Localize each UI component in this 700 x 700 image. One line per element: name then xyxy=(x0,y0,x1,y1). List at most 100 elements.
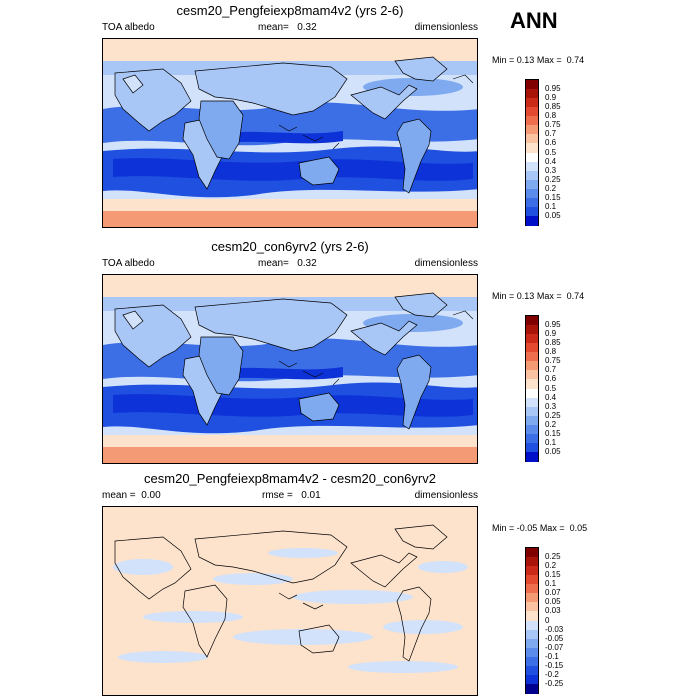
colorbar-tick-label: 0.9 xyxy=(545,329,557,339)
colorbar-swatch xyxy=(526,98,538,108)
colorbar-tick-label: 0.1 xyxy=(545,437,557,447)
colorbar-tick-label: 0.7 xyxy=(545,129,557,139)
albedo-map xyxy=(103,275,477,463)
min-max-readout: Min = 0.13 Max = 0.74 xyxy=(492,291,584,301)
colorbar-tick-label: 0.75 xyxy=(545,356,561,366)
colorbar xyxy=(525,79,539,226)
colorbar-tick-label: 0.1 xyxy=(545,579,557,589)
colorbar-swatch xyxy=(526,80,538,90)
colorbar-swatch xyxy=(526,143,538,153)
colorbar-swatch xyxy=(526,388,538,399)
units-label: dimensionless xyxy=(414,258,478,269)
mean-readout: mean = 0.00 xyxy=(102,490,161,501)
colorbar-tick-label: -0.25 xyxy=(545,678,564,688)
colorbar-tick-label: 0.4 xyxy=(545,392,557,402)
colorbar-swatch xyxy=(526,638,538,649)
colorbar-swatch xyxy=(526,620,538,631)
colorbar-tick-label: 0.03 xyxy=(545,606,561,616)
colorbar-swatch xyxy=(526,433,538,444)
colorbar-tick-label: 0.7 xyxy=(545,365,557,375)
colorbar-tick-label: 0.5 xyxy=(545,147,557,157)
colorbar-swatch xyxy=(526,206,538,217)
colorbar-swatch xyxy=(526,683,538,694)
min-label: Min = xyxy=(492,291,515,301)
colorbar-swatch xyxy=(526,197,538,208)
colorbar-tick-label: 0.8 xyxy=(545,347,557,357)
colorbar-swatch xyxy=(526,215,538,226)
mean-label: mean = xyxy=(102,490,136,501)
season-label: ANN xyxy=(510,8,558,33)
colorbar-tick-label: 0.05 xyxy=(545,446,561,456)
colorbar-tick-label: -0.2 xyxy=(545,669,559,679)
colorbar-swatch xyxy=(526,451,538,462)
colorbar-swatch xyxy=(526,647,538,658)
colorbar-swatch xyxy=(526,316,538,326)
rmse-value: 0.01 xyxy=(301,490,321,501)
difference-map xyxy=(103,507,477,695)
colorbar-swatch xyxy=(526,611,538,621)
max-value: 0.74 xyxy=(566,291,585,301)
map-exp xyxy=(102,38,478,228)
min-max-readout: Min = -0.05 Max = 0.05 xyxy=(492,523,587,533)
map-ctrl xyxy=(102,274,478,464)
colorbar-tick-label: 0.25 xyxy=(545,174,561,184)
colorbar-tick-label: 0.3 xyxy=(545,165,557,175)
panel-ctrl: cesm20_con6yrv2 (yrs 2-6) TOA albedo mea… xyxy=(0,236,700,468)
colorbar-swatch xyxy=(526,152,538,163)
colorbar-swatch xyxy=(526,566,538,576)
colorbar-tick-label: 0.15 xyxy=(545,192,561,202)
colorbar-tick-label: 0.2 xyxy=(545,183,557,193)
colorbar-tick-label: 0.25 xyxy=(545,410,561,420)
panel-title: cesm20_Pengfeiexp8mam4v2 - cesm20_con6yr… xyxy=(144,471,436,486)
colorbar-tick-label: 0.1 xyxy=(545,201,557,211)
colorbar-swatch xyxy=(526,397,538,408)
panel-diff: cesm20_Pengfeiexp8mam4v2 - cesm20_con6yr… xyxy=(0,468,700,700)
max-value: 0.05 xyxy=(569,523,588,533)
colorbar-tick-label: 0.05 xyxy=(545,597,561,607)
colorbar-tick-label: 0.2 xyxy=(545,561,557,571)
colorbar xyxy=(525,547,539,694)
colorbar-swatch xyxy=(526,656,538,667)
max-label: Max = xyxy=(536,291,562,301)
albedo-map xyxy=(103,39,477,227)
min-max-readout: Min = 0.13 Max = 0.74 xyxy=(492,55,584,65)
colorbar-swatch xyxy=(526,593,538,603)
mean-label: mean= xyxy=(258,258,289,269)
colorbar-swatch xyxy=(526,584,538,594)
colorbar-tick-label: 0.5 xyxy=(545,383,557,393)
mean-value: 0.32 xyxy=(297,258,317,269)
colorbar-swatch xyxy=(526,116,538,126)
colorbar-tick-label: 0.07 xyxy=(545,588,561,598)
colorbar-swatch xyxy=(526,352,538,362)
colorbar-tick-label: 0.05 xyxy=(545,210,561,220)
colorbar-swatch xyxy=(526,674,538,685)
colorbar-swatch xyxy=(526,406,538,417)
mean-readout: mean= 0.32 xyxy=(258,22,317,33)
colorbar-tick-label: -0.15 xyxy=(545,660,564,670)
map-diff xyxy=(102,506,478,696)
rmse-label: rmse = xyxy=(262,490,293,501)
colorbar-swatch xyxy=(526,442,538,453)
max-label: Max = xyxy=(539,523,565,533)
mean-value: 0.32 xyxy=(297,22,317,33)
colorbar-tick-label: 0.15 xyxy=(545,570,561,580)
colorbar-tick-label: 0.6 xyxy=(545,374,557,384)
colorbar-tick-label: 0.4 xyxy=(545,156,557,166)
colorbar-tick-label: 0.8 xyxy=(545,111,557,121)
colorbar-swatch xyxy=(526,125,538,135)
panel-exp: cesm20_Pengfeiexp8mam4v2 (yrs 2-6) TOA a… xyxy=(0,0,700,232)
colorbar-swatch xyxy=(526,575,538,585)
colorbar-swatch xyxy=(526,343,538,353)
colorbar-tick-label: 0.95 xyxy=(545,320,561,330)
colorbar-swatch xyxy=(526,179,538,190)
colorbar-tick-label: 0.9 xyxy=(545,93,557,103)
min-value: -0.05 xyxy=(516,523,538,533)
colorbar-tick-label: 0.85 xyxy=(545,338,561,348)
min-value: 0.13 xyxy=(516,291,535,301)
colorbar-swatch xyxy=(526,557,538,567)
colorbar-tick-label: 0.25 xyxy=(545,552,561,562)
max-label: Max = xyxy=(536,55,562,65)
mean-label: mean= xyxy=(258,22,289,33)
colorbar-tick-label: 0.2 xyxy=(545,419,557,429)
colorbar-swatch xyxy=(526,424,538,435)
